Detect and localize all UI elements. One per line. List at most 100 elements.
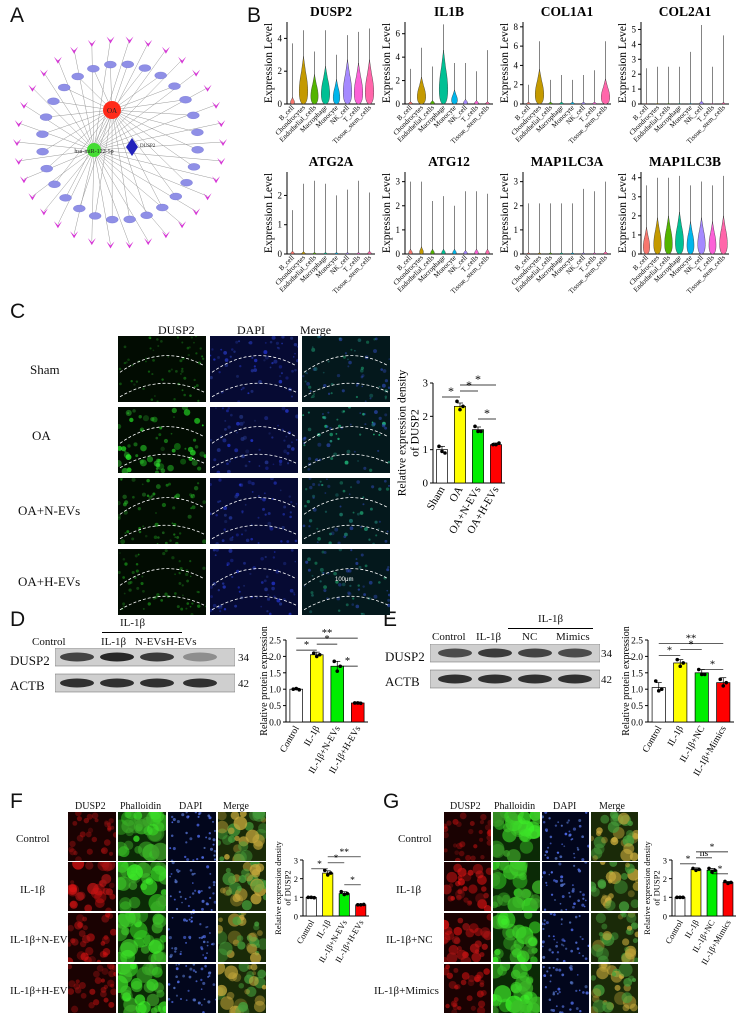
- gene-node: [87, 65, 100, 73]
- violin-shape: [603, 251, 608, 255]
- data-point: [653, 679, 658, 683]
- bar-ylabel: Relative protein expression: [259, 626, 270, 735]
- violin-ylabel: Expression Level: [263, 173, 275, 253]
- data-point: [656, 689, 661, 693]
- blot-band: [518, 648, 552, 658]
- dusp2-node: [126, 138, 138, 156]
- bar: [289, 688, 303, 723]
- violin-ytick: 2: [396, 201, 401, 211]
- violin-ytick: 4: [632, 39, 637, 49]
- target-node: [161, 46, 170, 54]
- e-kda-34: 34: [601, 648, 612, 660]
- f-col-merge: Merge: [223, 801, 249, 812]
- sig-label: **: [340, 848, 350, 858]
- target-node: [161, 231, 170, 239]
- data-point: [678, 664, 683, 669]
- gene-title: IL1B: [434, 4, 464, 19]
- violin-shape: [343, 59, 352, 105]
- data-point: [311, 651, 316, 655]
- e-header: IL-1β: [538, 613, 564, 625]
- violin-ytick: 6: [396, 29, 401, 39]
- target-node: [19, 101, 28, 109]
- bar: [490, 444, 502, 484]
- g-row-control: Control: [398, 833, 432, 845]
- data-point: [355, 903, 360, 907]
- target-node: [28, 84, 37, 92]
- violin-shape: [677, 103, 682, 105]
- target-node: [106, 241, 115, 249]
- data-point: [317, 652, 322, 657]
- violin-ytick: 0: [514, 99, 519, 109]
- data-point: [681, 661, 686, 665]
- target-node: [212, 176, 221, 184]
- target-node: [219, 139, 227, 146]
- bar: [694, 672, 709, 723]
- violin-ylabel: Expression Level: [499, 23, 511, 103]
- c-col-dusp2: DUSP2: [158, 323, 195, 337]
- bar: [706, 869, 718, 917]
- data-point: [494, 442, 498, 447]
- fluorescence-tile: [591, 812, 638, 861]
- violin-ytick: 3: [632, 54, 637, 64]
- e-lane-nc: NC: [522, 631, 538, 643]
- f-row-control: Control: [16, 833, 50, 845]
- sig-label: *: [334, 854, 339, 864]
- violin-shape: [697, 217, 706, 255]
- data-point: [294, 686, 299, 691]
- violin-ytick: 3: [396, 177, 401, 187]
- micrograph-tile: [118, 336, 206, 402]
- data-point: [345, 891, 350, 896]
- violin-ylabel: Expression Level: [617, 23, 629, 103]
- bar-ytick: 0.5: [269, 702, 281, 712]
- data-point: [723, 879, 727, 884]
- violin-shape: [559, 252, 564, 255]
- violin-shape: [535, 69, 544, 105]
- violin-shape: [537, 252, 542, 255]
- g-col-phalloidin: Phalloidin: [494, 801, 536, 812]
- target-node: [14, 120, 23, 128]
- fluorescence-tile: [591, 913, 638, 962]
- violin-ytick: 0: [278, 249, 283, 259]
- violin-ytick: 4: [396, 52, 401, 62]
- d-kda-42: 42: [238, 678, 249, 690]
- blot-band: [140, 678, 174, 688]
- violin-shape: [333, 79, 340, 105]
- fluorescence-tile: [542, 862, 589, 911]
- data-point: [461, 404, 465, 409]
- violin-shape: [408, 248, 413, 255]
- violin-shape: [290, 96, 295, 105]
- bar-ytick: 3: [423, 378, 429, 390]
- bar: [722, 882, 734, 917]
- violin-shape: [334, 252, 339, 255]
- gene-node: [180, 179, 193, 187]
- fluorescence-tile: [591, 862, 638, 911]
- data-point: [699, 672, 704, 677]
- gene-node: [106, 215, 119, 224]
- gene-title: COL2A1: [659, 4, 712, 19]
- target-node: [144, 39, 153, 47]
- sig-label: *: [688, 640, 693, 651]
- bar-xtick: IL-1β: [666, 724, 686, 748]
- data-point: [328, 871, 333, 875]
- violin-shape: [548, 252, 553, 255]
- sig-label: *: [350, 876, 355, 886]
- mirna-node: [87, 143, 101, 157]
- bar: [305, 896, 317, 917]
- sig-label: ns: [700, 849, 709, 859]
- violin-shape: [526, 252, 531, 255]
- target-node: [178, 221, 187, 229]
- violin-shape: [719, 215, 728, 255]
- fluorescence-tile: [118, 862, 166, 911]
- data-point: [497, 441, 501, 445]
- e-header-line: [508, 628, 593, 629]
- bar-ytick: 2.0: [269, 653, 281, 663]
- data-point: [724, 680, 729, 685]
- f-col-dapi: DAPI: [179, 801, 203, 812]
- micrograph-tile: [118, 549, 206, 615]
- violin-ytick: 0: [632, 249, 637, 259]
- g-row-il1b-nc: IL-1β+NC: [386, 934, 433, 946]
- g-row-il1b: IL-1β: [396, 884, 422, 896]
